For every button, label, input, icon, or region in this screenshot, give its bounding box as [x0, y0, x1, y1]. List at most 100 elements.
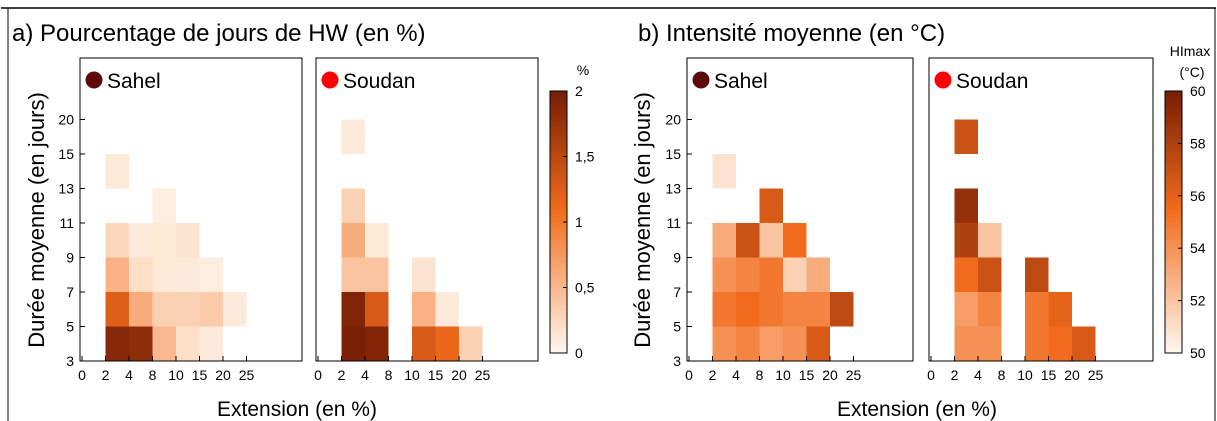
colorbar-segment — [1165, 156, 1182, 162]
heatmap-cell — [223, 292, 247, 327]
heatmap-cell — [129, 292, 153, 327]
colorbar-segment — [550, 300, 567, 306]
colorbar-segment — [1165, 182, 1182, 188]
heatmap-cell — [954, 188, 978, 223]
heatmap-cell — [129, 326, 153, 361]
colorbar-segment — [550, 95, 567, 101]
chart-a: a) Pourcentage de jours de HW (en %) Dur… — [12, 20, 595, 421]
y-tick-label: 15 — [58, 146, 74, 162]
y-tick-label: 9 — [66, 250, 74, 266]
colorbar-segment — [1165, 147, 1182, 153]
colorbar-segment — [1165, 252, 1182, 258]
colorbar-segment — [1165, 239, 1182, 245]
chart-b-panel-sahel: 3 5 7 9 11 13 15 20 0 2 4 8 10 15 20 25 Sahel — [665, 57, 914, 383]
y-tick-label: 5 — [673, 319, 681, 335]
x-tick-label: 4 — [361, 367, 369, 383]
colorbar-segment — [550, 217, 567, 223]
heatmap-cell — [199, 326, 223, 361]
x-tick-label: 2 — [102, 367, 110, 383]
x-tick-label: 20 — [451, 367, 467, 383]
y-tick-label: 7 — [673, 284, 681, 300]
colorbar-segment — [1165, 339, 1182, 345]
x-tick-label: 20 — [822, 367, 838, 383]
heatmap-cell — [105, 257, 129, 292]
chart-b-title: b) Intensité moyenne (en °C) — [638, 20, 945, 47]
chart-b-panel-soudan: 0 2 4 8 10 15 20 25 Soudan — [927, 57, 1154, 383]
colorbar-segment — [550, 173, 567, 179]
region-label: Sahel — [714, 70, 768, 93]
heatmap-cell — [712, 154, 736, 189]
colorbar-segment — [550, 99, 567, 105]
colorbar-segment — [1165, 139, 1182, 144]
chart-a-ylabel: Durée moyenne (en jours) — [24, 92, 49, 348]
heatmap-cell — [954, 292, 978, 327]
heatmap-cell — [129, 257, 153, 292]
heatmap-cell — [365, 257, 389, 292]
x-tick-label: 25 — [475, 367, 491, 383]
x-tick-label: 15 — [192, 367, 208, 383]
colorbar-tick-label: 0 — [575, 345, 583, 361]
colorbar-segment — [550, 344, 567, 350]
colorbar-segment — [550, 165, 567, 171]
heatmap-cell — [759, 257, 783, 292]
colorbar-segment — [550, 326, 567, 332]
x-tick-label: 4 — [732, 367, 740, 383]
colorbar-segment — [550, 270, 567, 275]
colorbar-segment — [550, 235, 567, 241]
heatmap-cell — [830, 292, 854, 327]
colorbar-border — [1164, 90, 1183, 354]
chart-b-xlabel: Extension (en %) — [837, 398, 997, 421]
heatmap-cell — [1025, 292, 1049, 327]
colorbar-segment — [550, 309, 567, 315]
heatmap-cell — [978, 326, 1002, 361]
chart-a-colorbar-title: % — [577, 62, 589, 78]
heatmap-cell — [783, 292, 807, 327]
colorbar-segment — [550, 248, 567, 254]
chart-a-xlabel: Extension (en %) — [217, 398, 377, 421]
colorbar-segment — [1165, 91, 1182, 96]
colorbar-segment — [1165, 160, 1182, 166]
heatmap-cell — [152, 223, 176, 258]
colorbar-segment — [1165, 169, 1182, 175]
region-label: Soudan — [956, 70, 1028, 93]
heatmap-cell — [176, 326, 200, 361]
colorbar-segment — [550, 278, 567, 284]
colorbar-segment — [1165, 296, 1182, 302]
colorbar-segment — [1165, 125, 1182, 131]
colorbar-segment — [550, 274, 567, 280]
x-tick-label: 4 — [974, 367, 982, 383]
chart-a-panel-sahel: 3 5 7 9 11 13 15 20 0 2 4 8 10 15 20 25 Sahel — [58, 57, 303, 383]
y-tick-label: 3 — [66, 353, 74, 369]
colorbar-segment — [1165, 152, 1182, 158]
chart-b-colorbar-title-line1: HImax — [1170, 43, 1210, 59]
y-tick-label: 11 — [59, 215, 74, 231]
panel-border — [79, 57, 303, 362]
heatmap-cell — [365, 223, 389, 258]
heatmap-cell — [759, 223, 783, 258]
colorbar-segment — [550, 313, 567, 319]
heatmap-cell — [459, 326, 483, 361]
y-tick-label: 3 — [673, 353, 681, 369]
heatmap-cell — [712, 292, 736, 327]
x-tick-label: 0 — [685, 367, 693, 383]
x-tick-label: 2 — [338, 367, 346, 383]
heatmap-cell — [152, 188, 176, 223]
colorbar-segment — [550, 318, 567, 324]
colorbar-segment — [550, 147, 567, 153]
heatmap-cell — [435, 326, 459, 361]
colorbar-segment — [1165, 313, 1182, 319]
colorbar-segment — [550, 204, 567, 210]
colorbar-segment — [550, 256, 567, 262]
colorbar-segment — [550, 226, 567, 232]
heatmap-cell — [759, 188, 783, 223]
colorbar-segment — [1165, 208, 1182, 214]
colorbar-segment — [550, 130, 567, 136]
colorbar-segment — [550, 339, 567, 345]
colorbar-segment — [550, 195, 567, 201]
colorbar-segment — [550, 152, 567, 158]
heatmap-cell — [1048, 292, 1072, 327]
heatmap-cell — [152, 292, 176, 327]
colorbar-segment — [550, 304, 567, 310]
heatmap-cell — [759, 326, 783, 361]
